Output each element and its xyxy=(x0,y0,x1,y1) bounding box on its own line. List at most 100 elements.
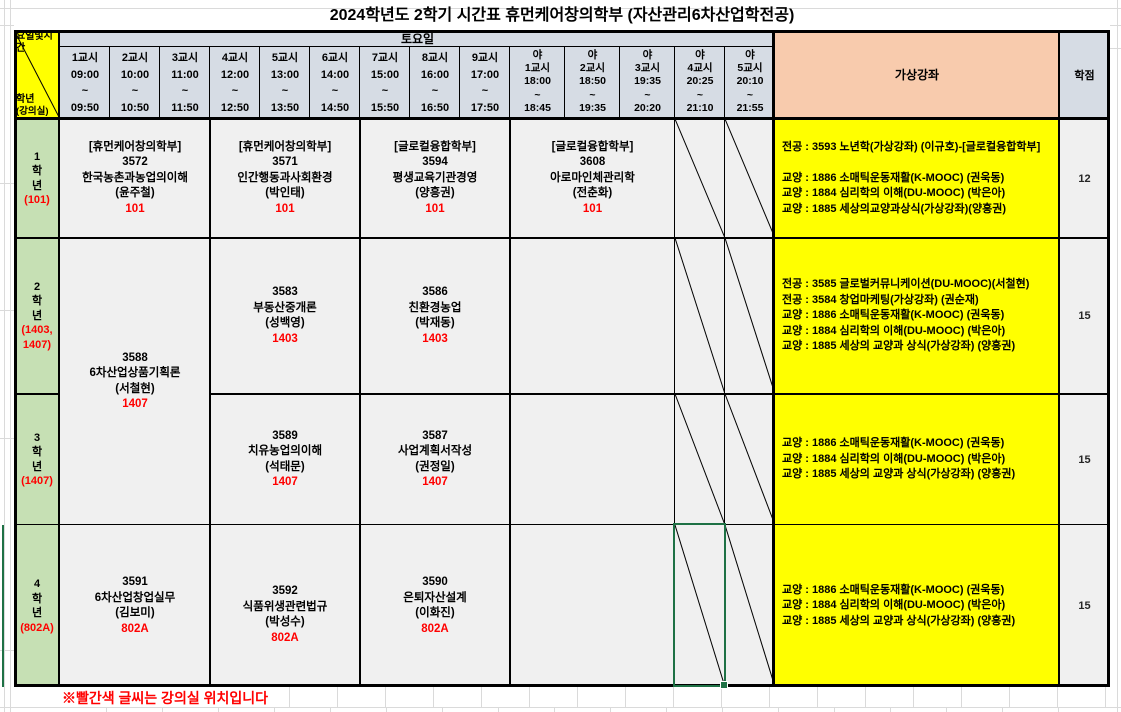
timetable: 요일및시간 학년 (강의실) 토요일 1교시 09:00 ~09:50 2교시 10:… xyxy=(14,30,1110,689)
virtual-course-header-cell[interactable]: 가상강좌 xyxy=(775,30,1059,119)
table-border xyxy=(14,30,1110,33)
course-cell-3608[interactable]: [글로컬융합학부] 3608 아로마인체관리학 (전춘화) 101 xyxy=(550,140,635,215)
diagonal-line xyxy=(725,394,775,525)
row-border xyxy=(209,393,1110,395)
crossed-out-cell[interactable] xyxy=(675,238,725,394)
course-cell-3589[interactable]: 3589 치유농업의이해 (석태문) 1407 xyxy=(247,429,323,489)
course-cell-3586[interactable]: 3586 친환경농업 (박재동) 1403 xyxy=(408,286,462,345)
diagonal-line xyxy=(675,119,725,238)
column-border xyxy=(209,47,210,119)
gridline xyxy=(1110,48,1121,49)
virtual-courses-cell-grade4[interactable]: 교양 : 1886 소매틱운동재활(K-MOOC) (권욱동) 교양 : 188… xyxy=(775,525,1059,687)
period-header-day-4[interactable]: 4교시 12:00 ~12:50 xyxy=(210,47,260,119)
gridline-columns xyxy=(242,687,1108,707)
table-border xyxy=(1107,30,1110,687)
row-selection-edge xyxy=(2,525,4,687)
period-header-day-5[interactable]: 5교시 13:00 ~13:50 xyxy=(260,47,310,119)
credit-cell-grade1[interactable]: 12 xyxy=(1078,172,1091,185)
column-border xyxy=(459,47,460,119)
crossed-out-cell[interactable] xyxy=(725,119,775,238)
row-border xyxy=(14,523,1110,525)
course-cell-3591[interactable]: 3591 6차산업창업실무 (김보미) 802A xyxy=(94,576,176,635)
row-border xyxy=(14,237,1110,239)
period-header-night-1[interactable]: 야 1교시 18:00 ~18:45 xyxy=(510,47,565,119)
period-header-night-4[interactable]: 야 4교시 20:25 ~21:10 xyxy=(675,47,725,119)
column-border xyxy=(259,47,260,119)
credit-cell-grade2[interactable]: 15 xyxy=(1078,310,1091,322)
column-border xyxy=(724,47,725,119)
column-border xyxy=(359,47,360,119)
gridline xyxy=(10,0,11,712)
period-header-night-3[interactable]: 야 3교시 19:35 ~20:20 xyxy=(620,47,675,119)
header-bottom-border xyxy=(14,117,1110,120)
column-border xyxy=(509,119,511,687)
virtual-courses-cell-grade3[interactable]: 교양 : 1886 소매틱운동재활(K-MOOC) (권욱동) 교양 : 188… xyxy=(775,394,1059,525)
page-title[interactable]: 2024학년도 2학기 시간표 휴먼케어창의학부 (자산관리6차산업학전공) xyxy=(329,7,795,24)
period-header-night-5[interactable]: 야 5교시 20:10 ~21:55 xyxy=(725,47,775,119)
saturday-header-cell[interactable]: 토요일 xyxy=(60,30,775,47)
column-border xyxy=(409,47,410,119)
footnote: ※빨간색 글씨는 강의실 위치입니다 xyxy=(62,690,268,706)
virtual-courses-cell-grade2[interactable]: 전공 : 3585 글로벌커뮤니케이션(DU-MOOC)(서철현) 전공 : 3… xyxy=(775,238,1059,394)
diagonal-line xyxy=(675,525,725,687)
credit-cell-grade4[interactable]: 15 xyxy=(1078,600,1091,612)
table-border xyxy=(14,684,1110,687)
active-cell-selection xyxy=(673,523,728,689)
crossed-out-cell[interactable] xyxy=(675,394,725,525)
course-cell-3592[interactable]: 3592 식품위생관련법규 (박성수) 802A xyxy=(242,585,328,644)
period-header-day-8[interactable]: 8교시 16:00 ~16:50 xyxy=(410,47,460,119)
course-cell-3594[interactable]: [글로컬융합학부] 3594 평생교육기관경영 (양흥권) 101 xyxy=(392,140,478,215)
gridline xyxy=(1117,0,1118,712)
course-cell-3590[interactable]: 3590 은퇴자산설계 (이화진) 802A xyxy=(403,576,467,635)
period-header-day-1[interactable]: 1교시 09:00 ~09:50 xyxy=(60,47,110,119)
column-border xyxy=(209,119,211,687)
table-body-background xyxy=(60,119,775,687)
course-cell-3587[interactable]: 3587 사업계획서작성 (권정일) 1407 xyxy=(397,429,473,489)
course-cell-3583[interactable]: 3583 부동산중개론 (성백영) 1403 xyxy=(253,286,317,345)
period-header-day-9[interactable]: 9교시 17:00 ~17:50 xyxy=(460,47,510,119)
gridline xyxy=(0,650,14,651)
gridline-columns xyxy=(51,708,1065,712)
grade-cell-1[interactable]: 1 학 년 (101) xyxy=(14,119,60,238)
period-header-day-3[interactable]: 3교시 11:00 ~11:50 xyxy=(160,47,210,119)
gridline xyxy=(0,183,14,184)
credit-column-background xyxy=(1059,119,1110,687)
row-border xyxy=(14,393,60,395)
grade-cell-3[interactable]: 3 학 년 (1407) xyxy=(14,394,60,525)
grade-cell-2[interactable]: 2 학 년 (1403, 1407) xyxy=(14,238,60,394)
gridline xyxy=(0,25,14,26)
column-border xyxy=(509,47,510,119)
crossed-out-cell-selected[interactable] xyxy=(675,525,725,687)
course-cell-3571[interactable]: [휴먼케어창의학부] 3571 인간행동과사회환경 (박인태) 101 xyxy=(237,140,333,215)
period-header-day-2[interactable]: 2교시 10:00 ~10:50 xyxy=(110,47,160,119)
gridline xyxy=(1110,25,1121,26)
column-border xyxy=(724,119,725,687)
column-border xyxy=(58,30,60,687)
fill-handle[interactable] xyxy=(720,681,728,689)
column-border xyxy=(1058,30,1060,687)
course-cell-3588[interactable]: 3588 6차산업상품기획론 (서철현) 1407 xyxy=(89,351,181,411)
diagonal-line xyxy=(725,119,775,238)
period-header-day-7[interactable]: 7교시 15:00 ~15:50 xyxy=(360,47,410,119)
grade-cell-4[interactable]: 4 학 년 (802A) xyxy=(14,525,60,687)
crossed-out-cell[interactable] xyxy=(725,394,775,525)
credit-header-cell[interactable]: 학점 xyxy=(1059,30,1110,119)
column-border xyxy=(309,47,310,119)
credit-cell-grade3[interactable]: 15 xyxy=(1078,453,1091,466)
gridline xyxy=(4,0,5,712)
corner-header-cell[interactable]: 요일및시간 학년 (강의실) xyxy=(14,30,60,119)
virtual-courses-cell-grade1[interactable]: 전공 : 3593 노년학(가상강좌) (이규호)-[글로컬융합학부] 교양 :… xyxy=(775,119,1059,238)
crossed-out-cell[interactable] xyxy=(725,238,775,394)
crossed-out-cell[interactable] xyxy=(725,525,775,687)
period-header-day-6[interactable]: 6교시 14:00 ~14:50 xyxy=(310,47,360,119)
column-border xyxy=(109,47,110,119)
column-border xyxy=(159,47,160,119)
diagonal-line xyxy=(675,394,725,525)
diagonal-line xyxy=(675,238,725,394)
period-header-night-2[interactable]: 야 2교시 18:50 ~19:35 xyxy=(565,47,620,119)
gridline xyxy=(0,310,14,311)
crossed-out-cell[interactable] xyxy=(675,119,725,238)
gridline xyxy=(0,438,14,439)
course-cell-3572[interactable]: [휴먼케어창의학부] 3572 한국농촌과농업의이해 (윤주철) 101 xyxy=(82,140,188,215)
